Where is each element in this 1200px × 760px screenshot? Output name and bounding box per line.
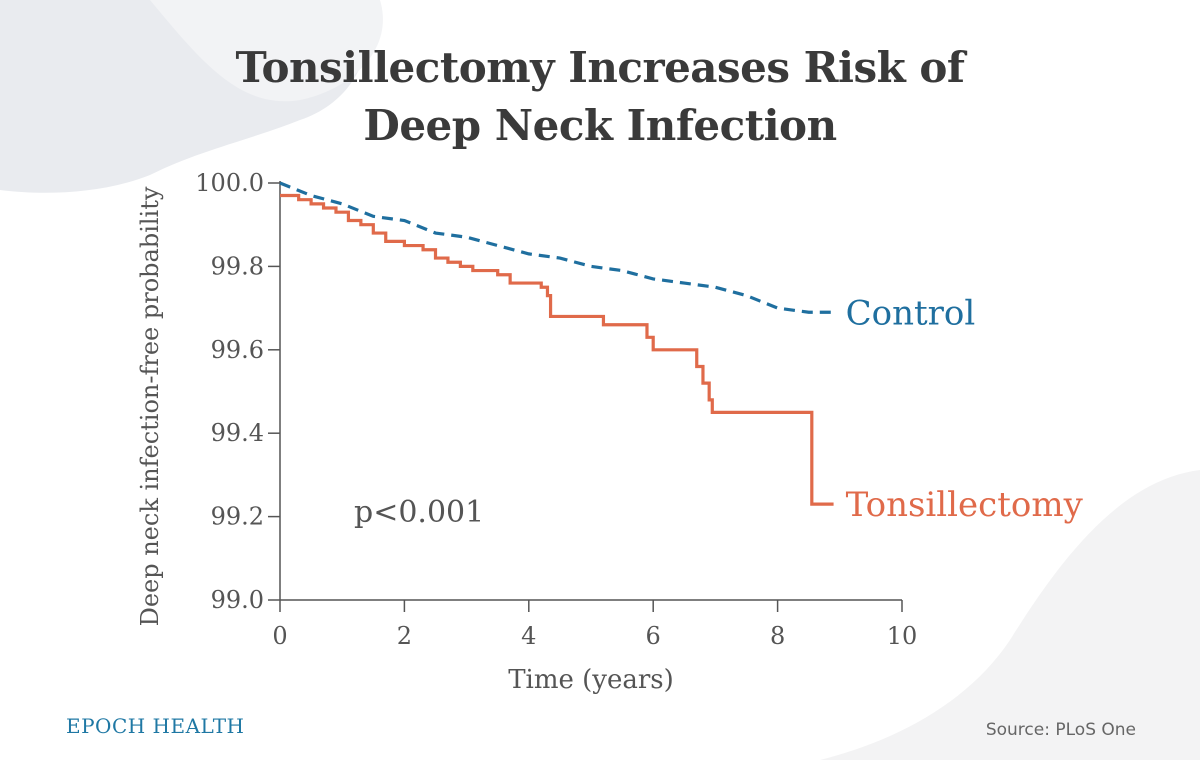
x-tick-label: 8 [770,622,785,650]
x-tick-label: 4 [521,622,536,650]
y-tick-label: 99.4 [211,419,264,447]
y-tick-label: 99.2 [211,503,264,531]
y-tick-label: 100.0 [195,169,264,197]
background-blob-top-left-light [150,0,383,102]
series-line-control [279,181,834,314]
series-label-tonsillectomy: Tonsillectomy [846,485,1084,525]
chart-series [279,181,834,506]
series-line-tonsillectomy [280,193,834,506]
y-axis-label: Deep neck infection-free probability [136,186,164,626]
series-label-control: Control [846,293,976,333]
brand-logo-text: EPOCH HEALTH [66,714,245,738]
x-tick-label: 2 [397,622,412,650]
chart-title-line-1: Tonsillectomy Increases Risk of [235,43,965,92]
y-tick-label: 99.8 [211,252,264,280]
chart-title-line-2: Deep Neck Infection [363,101,837,150]
x-tick-label: 10 [887,622,918,650]
y-tick-label: 99.6 [211,336,264,364]
source-note: Source: PLoS One [985,720,1136,740]
background-blob-bottom-right [820,470,1200,760]
x-axis-label: Time (years) [508,665,674,695]
chart-axes: 0 2 4 6 8 10 100.0 99.8 99.6 99.4 99.2 99.0 Time (ye… [136,169,917,695]
y-tick-label: 99.0 [211,586,264,614]
x-tick-label: 6 [646,622,661,650]
p-value-annotation: p<0.001 [354,495,484,530]
chart-labels: p<0.001 Control Tonsillectomy [354,293,1084,530]
x-tick-label: 0 [272,622,287,650]
